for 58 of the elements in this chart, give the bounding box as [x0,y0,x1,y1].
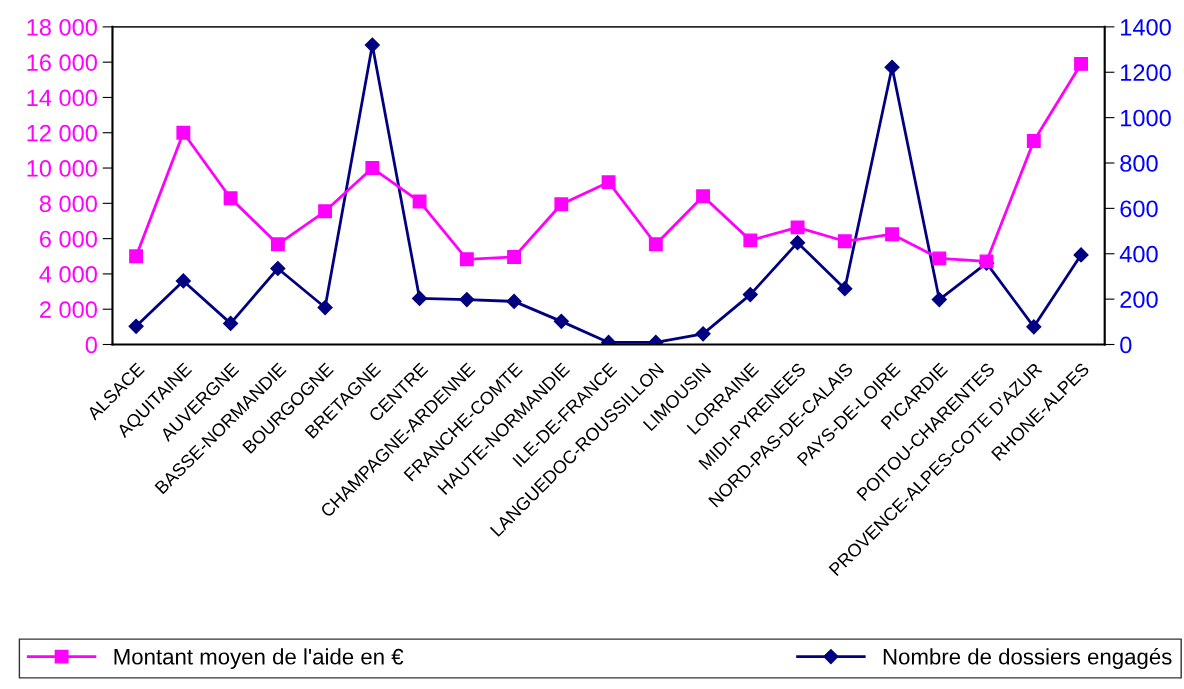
point [365,161,380,175]
point [932,251,947,266]
point [175,273,191,289]
y-tick-label: 0 [85,336,97,354]
y2-tick-label: 1400 [1121,18,1171,36]
y-tick-label: 8 000 [39,195,97,213]
y-tick-label: 16 000 [27,54,97,71]
y-tick-label: 2 000 [40,301,97,318]
point [223,315,239,331]
point [743,233,758,248]
y2-tick-label: 800 [1120,155,1158,172]
y-tick-label: 4 000 [39,265,97,283]
point [412,290,428,307]
point [318,204,333,219]
y2-tick-label: 400 [1119,245,1158,263]
legend-label: Montant moyen de l'aide en € [114,648,404,669]
point [1026,134,1041,148]
point [223,191,238,206]
point [412,194,427,209]
point [459,252,474,267]
y2-tick-label: 600 [1120,200,1158,218]
point [1073,247,1089,263]
point [553,313,569,329]
point [506,293,522,309]
point [601,175,616,190]
point [931,292,947,308]
y2-tick-label: 1200 [1121,64,1171,82]
y-tick-label: 14 000 [27,89,97,107]
point [176,125,191,140]
point [317,299,333,316]
point [696,189,711,204]
point [128,318,144,334]
y2-tick-label: 0 [1120,336,1132,354]
point [364,37,380,53]
point [270,237,285,252]
point [1074,56,1088,71]
point [885,227,900,242]
point [837,281,853,297]
point [837,234,852,249]
y-tick-label: 10 000 [27,160,97,177]
y-tick-label: 18 000 [27,18,97,36]
point [648,237,663,252]
y2-tick-label: 1000 [1121,109,1171,127]
y2-tick-label: 200 [1120,291,1158,308]
point [742,287,758,303]
point [507,250,522,264]
point [129,249,144,264]
point [1026,319,1042,335]
point [695,326,711,342]
point [554,197,569,212]
y-tick-label: 12 000 [27,124,97,142]
point [789,235,806,251]
point [790,220,805,235]
legend-label: Nombre de dossiers engagés [883,648,1172,669]
point [884,59,900,75]
point [459,292,475,308]
point [270,260,286,277]
y-tick-label: 6 000 [40,230,97,248]
